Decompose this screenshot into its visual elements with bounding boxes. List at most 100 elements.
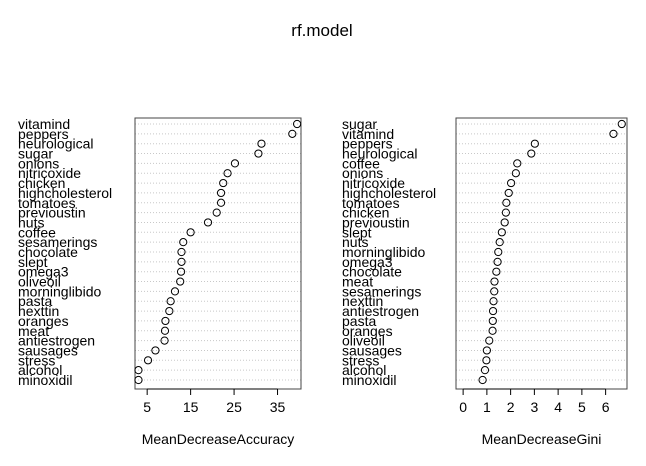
variable-label: nuts xyxy=(342,234,368,250)
variable-label: sausages xyxy=(342,342,402,358)
variable-label: meat xyxy=(342,274,373,290)
data-point xyxy=(488,306,498,316)
variable-label: tomatoes xyxy=(18,195,76,211)
variable-label: previoustin xyxy=(342,214,410,230)
data-point xyxy=(134,375,143,385)
variable-label: oliveoil xyxy=(18,274,61,290)
data-point xyxy=(478,375,487,385)
data-point xyxy=(501,208,510,217)
variable-label: omega3 xyxy=(342,254,393,270)
data-point xyxy=(500,218,509,227)
plot-frame xyxy=(134,117,302,390)
variable-label: pasta xyxy=(342,313,376,329)
variable-label: meat xyxy=(18,323,49,339)
data-point xyxy=(482,346,491,355)
plot-frame xyxy=(455,117,628,390)
variable-label: sausages xyxy=(18,342,78,358)
data-point xyxy=(504,188,513,198)
data-point xyxy=(488,326,497,335)
variable-label: highcholesterol xyxy=(18,185,112,201)
data-point xyxy=(288,129,297,138)
data-point xyxy=(230,159,240,168)
x-axis-label: MeanDecreaseGini xyxy=(482,431,602,447)
data-point xyxy=(212,208,221,217)
variable-label: oranges xyxy=(342,323,393,339)
data-point xyxy=(179,238,188,247)
data-point xyxy=(254,149,263,158)
data-point xyxy=(527,149,536,158)
variable-label: minoxidil xyxy=(342,372,396,388)
variable-label: onions xyxy=(342,165,383,181)
variable-label: coffee xyxy=(342,155,380,171)
data-point xyxy=(134,366,143,375)
variable-label: slept xyxy=(342,224,372,240)
data-point xyxy=(530,139,539,148)
variable-label: alcohol xyxy=(18,362,62,378)
data-point xyxy=(177,247,186,257)
data-point xyxy=(186,228,195,237)
x-tick-label: 2 xyxy=(507,399,515,415)
variable-label: morninglibido xyxy=(18,283,101,299)
data-point xyxy=(497,228,506,237)
data-point xyxy=(482,356,491,365)
variable-label: onions xyxy=(18,155,59,171)
variable-label: vitamind xyxy=(342,126,394,142)
variable-label: chicken xyxy=(342,205,389,221)
variable-label: sesamerings xyxy=(342,283,421,299)
data-point xyxy=(488,316,497,326)
variable-label: peppers xyxy=(18,126,69,142)
data-point xyxy=(161,316,170,326)
x-axis-label: MeanDecreaseAccuracy xyxy=(142,431,295,447)
variable-label: slept xyxy=(18,254,48,270)
variable-label: pasta xyxy=(18,293,52,309)
variable-label: chocolate xyxy=(18,244,78,260)
variable-label: sugar xyxy=(18,146,53,162)
data-point xyxy=(257,139,266,148)
variable-label: tomatoes xyxy=(342,195,400,211)
x-tick-label: 25 xyxy=(226,399,242,415)
variable-label: nitricoxide xyxy=(18,165,81,181)
data-point xyxy=(485,336,494,345)
data-point xyxy=(502,198,511,207)
x-tick-label: 15 xyxy=(183,399,199,415)
data-point xyxy=(507,178,516,188)
data-point xyxy=(151,346,160,355)
variable-label: neurological xyxy=(18,136,94,152)
data-point xyxy=(160,336,169,345)
variable-label: peppers xyxy=(342,136,393,152)
variable-label: previoustin xyxy=(18,205,86,221)
data-point xyxy=(513,159,522,168)
data-point xyxy=(480,366,490,375)
data-point xyxy=(223,169,232,178)
variable-label: nexttin xyxy=(18,303,59,319)
variable-label: antiestrogen xyxy=(342,303,419,319)
data-point xyxy=(609,129,618,138)
data-point xyxy=(176,267,186,276)
data-point xyxy=(495,238,504,247)
x-tick-label: 5 xyxy=(578,399,586,415)
variable-label: chocolate xyxy=(342,264,402,280)
data-point xyxy=(489,297,498,306)
plot-title: rf.model xyxy=(291,21,352,40)
x-tick-label: 6 xyxy=(602,399,610,415)
x-tick-label: 4 xyxy=(554,399,562,415)
variable-label: neurological xyxy=(342,146,418,162)
variable-label: highcholesterol xyxy=(342,185,436,201)
x-tick-label: 1 xyxy=(483,399,491,415)
variable-label: stress xyxy=(18,352,55,368)
variable-label: nuts xyxy=(18,214,44,230)
data-point xyxy=(216,198,226,207)
data-point xyxy=(143,356,153,365)
data-point xyxy=(494,247,503,257)
variable-label: oliveoil xyxy=(342,333,385,349)
variable-label: sugar xyxy=(342,116,377,132)
variable-label: chicken xyxy=(18,175,65,191)
variable-label: vitamind xyxy=(18,116,70,132)
data-point xyxy=(490,277,499,286)
x-tick-label: 0 xyxy=(459,399,467,415)
variable-label: morninglibido xyxy=(342,244,425,260)
data-point xyxy=(493,257,502,266)
data-point xyxy=(177,257,186,266)
data-point xyxy=(511,169,520,178)
x-tick-label: 3 xyxy=(530,399,538,415)
